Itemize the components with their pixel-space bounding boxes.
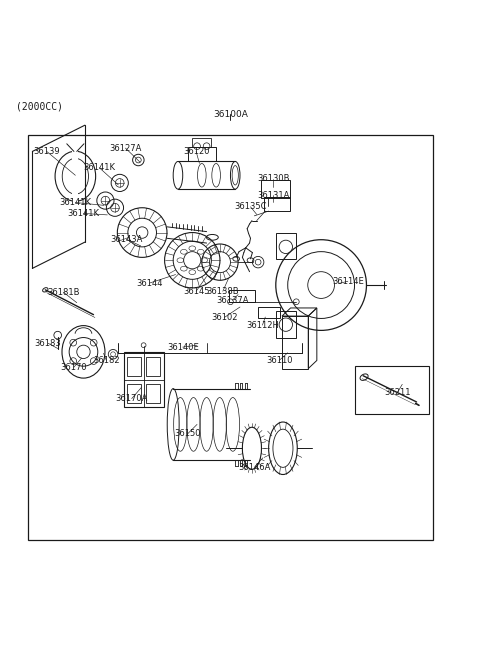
Bar (188, 147, 216, 161)
Text: 36114E: 36114E (332, 277, 364, 286)
Bar (258, 307, 280, 318)
Bar (355, 366, 429, 414)
Text: 36144: 36144 (136, 279, 163, 287)
Bar (146, 357, 160, 376)
Text: 36102: 36102 (211, 313, 238, 322)
Text: 36135C: 36135C (234, 202, 267, 211)
Text: 36138B: 36138B (206, 287, 239, 296)
Bar (72, 192, 78, 204)
Bar (146, 384, 160, 403)
Text: 36110: 36110 (266, 356, 292, 365)
Bar (229, 291, 255, 302)
Text: 36141K: 36141K (83, 163, 115, 172)
Bar (282, 316, 308, 369)
Text: 36120: 36120 (183, 147, 209, 156)
Text: (2000CC): (2000CC) (16, 101, 63, 112)
Text: 36170: 36170 (60, 363, 87, 372)
Text: 36140E: 36140E (167, 342, 199, 352)
Bar (192, 138, 211, 147)
Bar (127, 357, 141, 376)
Bar (127, 384, 141, 403)
Text: 36137A: 36137A (216, 296, 249, 305)
Text: 36150: 36150 (174, 430, 201, 438)
Bar (276, 312, 296, 338)
Text: 36112H: 36112H (246, 321, 279, 329)
Text: 36181B: 36181B (47, 288, 80, 297)
Bar (72, 148, 78, 161)
Text: 36145: 36145 (183, 287, 209, 296)
Text: 36143A: 36143A (110, 235, 143, 244)
Text: 36183: 36183 (35, 338, 61, 348)
Text: 36139: 36139 (34, 147, 60, 156)
Text: 36141K: 36141K (60, 198, 91, 207)
Text: 36100A: 36100A (213, 110, 248, 119)
Bar (262, 180, 290, 197)
Bar (123, 352, 164, 407)
Text: 36141K: 36141K (68, 209, 99, 218)
Bar (264, 197, 290, 211)
Text: 36211: 36211 (384, 388, 411, 397)
Text: 36170A: 36170A (116, 394, 148, 403)
Bar (276, 233, 296, 259)
Text: 36131A: 36131A (257, 191, 289, 200)
Text: 36130B: 36130B (257, 174, 289, 183)
Text: 36146A: 36146A (238, 463, 271, 472)
Text: 36182: 36182 (93, 356, 120, 365)
Text: 36127A: 36127A (109, 144, 142, 153)
Bar (28, 134, 433, 541)
